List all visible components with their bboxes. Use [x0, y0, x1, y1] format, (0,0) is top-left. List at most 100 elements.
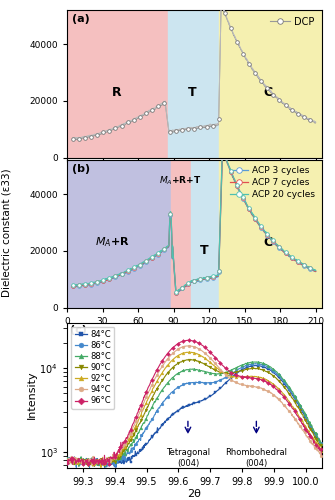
- Bar: [218, 160, 322, 308]
- Point: [137, 262, 142, 270]
- Point: [88, 133, 94, 141]
- Point: [131, 264, 136, 272]
- Point: [204, 122, 209, 130]
- Point: [107, 275, 112, 283]
- Point: [307, 265, 313, 273]
- Point: [259, 78, 264, 86]
- Legend: 84°C, 86°C, 88°C, 90°C, 92°C, 94°C, 96°C: 84°C, 86°C, 88°C, 90°C, 92°C, 94°C, 96°C: [71, 326, 115, 409]
- Point: [174, 288, 179, 296]
- Point: [186, 280, 191, 288]
- Point: [143, 258, 148, 266]
- Point: [265, 84, 270, 92]
- Point: [107, 275, 112, 283]
- Bar: [171, 160, 191, 308]
- Point: [247, 205, 252, 213]
- Point: [174, 127, 179, 135]
- Point: [82, 280, 88, 288]
- Text: C: C: [264, 86, 273, 99]
- Point: [168, 128, 173, 136]
- Point: [216, 114, 221, 122]
- Point: [143, 256, 148, 264]
- Point: [210, 272, 215, 280]
- Text: C: C: [264, 236, 273, 249]
- Point: [228, 167, 233, 175]
- Point: [289, 106, 294, 114]
- X-axis label: 2θ: 2θ: [187, 490, 201, 500]
- Point: [240, 193, 246, 201]
- Point: [259, 222, 264, 230]
- Point: [155, 250, 161, 258]
- Point: [222, 152, 227, 160]
- Point: [100, 276, 106, 283]
- Point: [76, 281, 82, 289]
- Point: [253, 216, 258, 224]
- Point: [198, 123, 203, 131]
- Point: [277, 96, 282, 104]
- Point: [204, 274, 209, 282]
- Point: [271, 236, 276, 244]
- Point: [283, 250, 288, 258]
- Point: [247, 206, 252, 214]
- Point: [283, 248, 288, 256]
- Point: [94, 278, 100, 286]
- Point: [234, 38, 240, 46]
- Point: [88, 280, 94, 288]
- Point: [113, 124, 118, 132]
- Point: [100, 278, 106, 285]
- Point: [289, 252, 294, 260]
- Point: [216, 268, 221, 276]
- Point: [192, 277, 197, 285]
- Point: [82, 280, 88, 288]
- Point: [168, 210, 173, 218]
- Point: [155, 102, 161, 110]
- Point: [149, 254, 154, 262]
- Point: [234, 182, 240, 190]
- Point: [259, 222, 264, 230]
- Point: [295, 258, 300, 266]
- Text: $M_A$+R+T: $M_A$+R+T: [159, 174, 202, 186]
- Point: [161, 245, 167, 253]
- Point: [137, 261, 142, 269]
- Point: [222, 151, 227, 159]
- Text: Tetragonal
(004): Tetragonal (004): [166, 448, 210, 468]
- Point: [119, 270, 124, 278]
- Point: [265, 231, 270, 239]
- Point: [307, 264, 313, 272]
- Point: [295, 258, 300, 266]
- Point: [82, 281, 88, 289]
- Point: [88, 280, 94, 287]
- Point: [283, 101, 288, 109]
- Point: [82, 134, 88, 141]
- Point: [192, 125, 197, 133]
- Point: [271, 237, 276, 245]
- Point: [198, 276, 203, 283]
- Point: [198, 276, 203, 283]
- Point: [143, 109, 148, 117]
- Point: [76, 135, 82, 143]
- Point: [240, 195, 246, 203]
- Point: [301, 262, 307, 270]
- Point: [161, 99, 167, 107]
- Point: [149, 253, 154, 261]
- Point: [277, 243, 282, 251]
- Point: [271, 238, 276, 246]
- Point: [247, 204, 252, 212]
- Point: [174, 288, 179, 296]
- Point: [289, 254, 294, 262]
- Point: [216, 266, 221, 274]
- Point: [168, 211, 173, 219]
- Point: [131, 116, 136, 124]
- Legend: DCP: DCP: [266, 13, 319, 30]
- Point: [295, 257, 300, 265]
- Point: [204, 275, 209, 283]
- Legend: ACP 3 cycles, ACP 7 cycles, ACP 20 cycles: ACP 3 cycles, ACP 7 cycles, ACP 20 cycle…: [226, 162, 319, 202]
- Point: [161, 246, 167, 254]
- Point: [113, 273, 118, 281]
- Point: [259, 224, 264, 232]
- Point: [198, 276, 203, 284]
- Point: [149, 254, 154, 262]
- Point: [168, 210, 173, 218]
- Point: [228, 168, 233, 175]
- Text: (c): (c): [70, 326, 86, 336]
- Point: [100, 128, 106, 136]
